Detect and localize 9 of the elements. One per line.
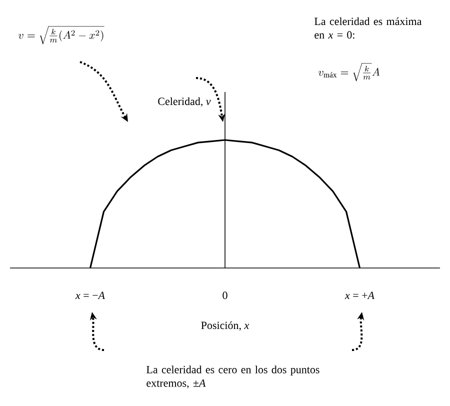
y-axis-title: Celeridad, v	[158, 97, 211, 107]
text: $v_{\mathrm{máx}}=\sqrt{\frac{k}{m}}A$	[318, 63, 380, 82]
x-tick-label: x = +A	[344, 292, 375, 299]
text: La celeridad es cero en los dos puntos extremos, ±A	[146, 366, 320, 388]
text: $v=\sqrt{\frac{k}{m}(A^{2}-x^{2})}$	[18, 26, 104, 44]
x-axis-title: Posición, x	[201, 321, 250, 331]
text: La celeridad es máxima en x = 0:	[314, 17, 422, 39]
x-tick-label: x = −A	[75, 292, 106, 299]
x-tick-label: 0	[222, 292, 228, 300]
